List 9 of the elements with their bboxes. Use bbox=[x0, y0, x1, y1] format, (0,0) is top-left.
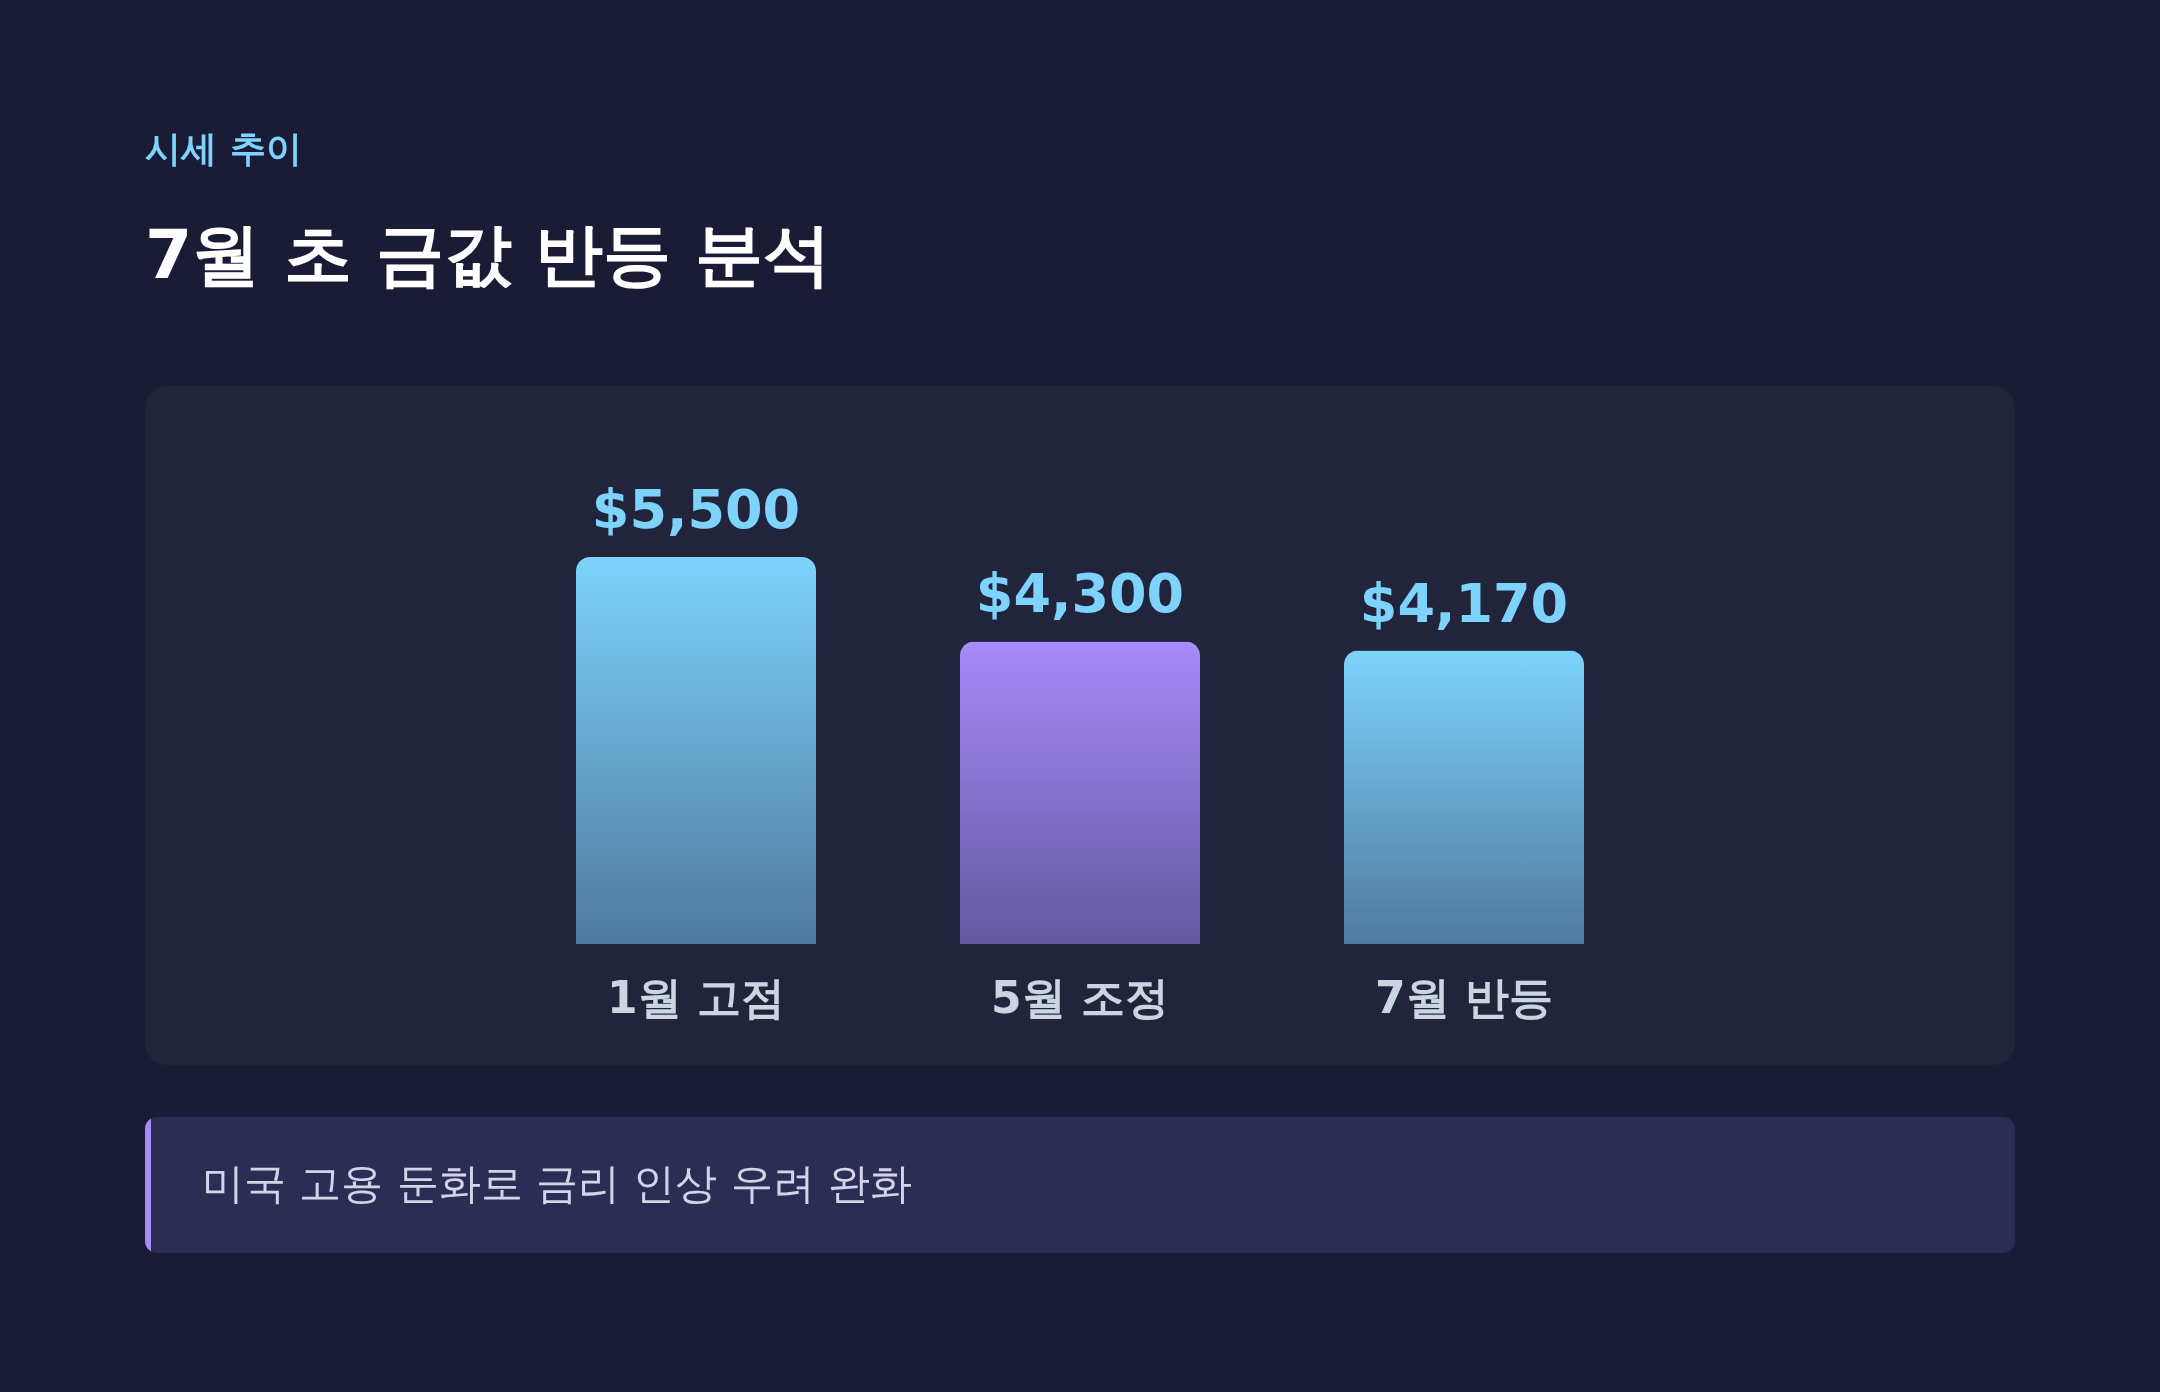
text: 미국 고용 둔화로 금리 인상 우려 완화 bbox=[202, 1159, 913, 1208]
chart-subtitle: 시세 추이 bbox=[145, 128, 302, 169]
x-tick-label: 5월 조정 bbox=[991, 972, 1169, 1023]
x-tick-label: 7월 반등 bbox=[1375, 972, 1553, 1023]
x-tick-label: 1월 고점 bbox=[607, 972, 785, 1023]
data-label: $5,500 bbox=[591, 478, 801, 541]
data-label: $4,170 bbox=[1359, 571, 1569, 635]
data-label: $4,300 bbox=[975, 562, 1185, 626]
chart-title: 7월 초 금값 반등 분석 bbox=[145, 215, 832, 294]
